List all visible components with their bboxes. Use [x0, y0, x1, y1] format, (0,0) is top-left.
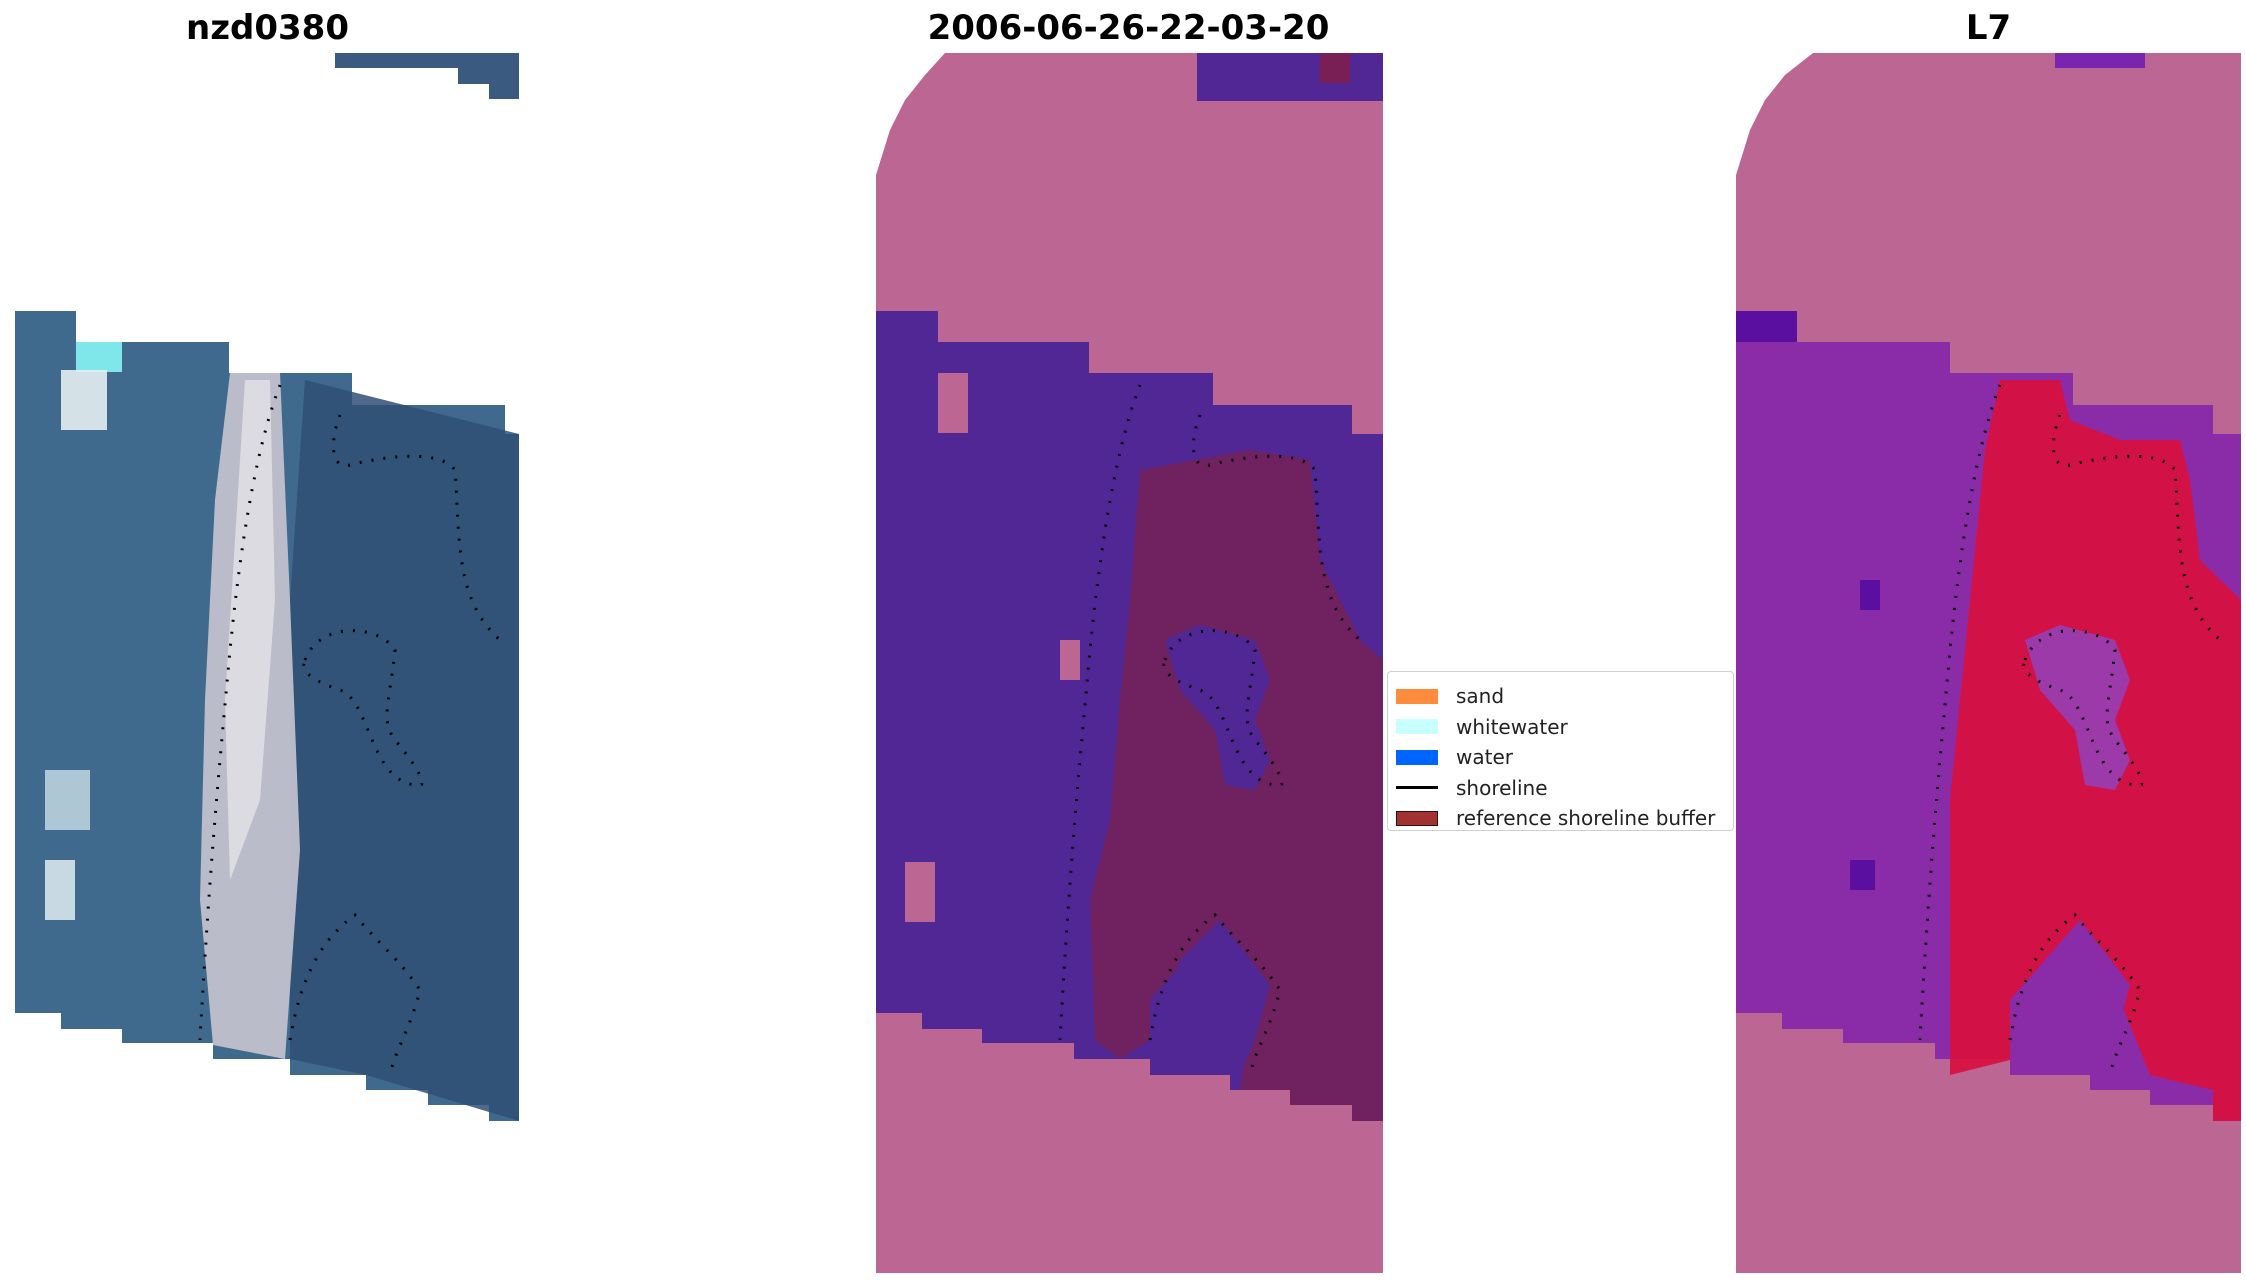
- legend-swatch-buffer: [1396, 810, 1438, 826]
- legend-swatch-shoreline: [1396, 786, 1438, 790]
- legend-swatch-water: [1396, 749, 1438, 765]
- classification-panel: [876, 53, 1383, 1273]
- legend-label-water: water: [1456, 745, 1513, 770]
- class-water-top: [1197, 53, 1383, 101]
- legend: sand whitewater water shoreline referenc…: [1387, 671, 1734, 831]
- legend-item-sand: sand: [1396, 681, 1733, 712]
- rgb-shoreline-3: [302, 629, 424, 788]
- index-top-purple: [2055, 53, 2145, 68]
- rgb-whitewater-2: [61, 370, 107, 430]
- legend-swatch-sand: [1396, 688, 1438, 704]
- panel-title-rgb: nzd0380: [186, 8, 349, 48]
- legend-label-buffer: reference shoreline buffer: [1456, 806, 1716, 831]
- index-deep-3: [1850, 860, 1875, 890]
- rgb-deep-water: [290, 380, 519, 1121]
- rgb-top-fragment: [335, 53, 519, 99]
- index-shoreline-3: [2022, 629, 2144, 788]
- rgb-shoreline-4: [288, 912, 422, 1076]
- class-nodata-patch-2: [905, 862, 935, 922]
- legend-item-whitewater: whitewater: [1396, 712, 1733, 743]
- class-buffer-top: [1320, 53, 1350, 83]
- class-shoreline-3: [1162, 629, 1284, 788]
- class-nodata-patch-3: [1060, 640, 1080, 680]
- legend-label-sand: sand: [1456, 684, 1505, 709]
- index-deep-2: [1860, 580, 1880, 610]
- rgb-sand-band-inner: [225, 380, 275, 880]
- legend-label-shoreline: shoreline: [1456, 775, 1548, 800]
- class-water-island-2: [1150, 920, 1270, 1075]
- index-panel: [1736, 53, 2241, 1273]
- class-nodata-patch-1: [938, 373, 968, 433]
- index-deep-1: [1736, 311, 1797, 342]
- rgb-whitewater-3: [45, 770, 90, 830]
- panel-title-date: 2006-06-26-22-03-20: [927, 8, 1330, 48]
- panel-title-index: L7: [1965, 8, 2012, 48]
- legend-item-shoreline: shoreline: [1396, 773, 1733, 804]
- legend-swatch-whitewater: [1396, 719, 1438, 735]
- rgb-image: [15, 53, 519, 1121]
- index-shoreline-4: [2008, 912, 2142, 1076]
- rgb-whitewater-1: [76, 342, 122, 372]
- rgb-whitewater-4: [45, 860, 75, 920]
- class-shoreline-4: [1148, 912, 1282, 1076]
- legend-item-buffer: reference shoreline buffer: [1396, 803, 1733, 834]
- index-purple-island-2: [2010, 920, 2130, 1075]
- legend-label-whitewater: whitewater: [1456, 714, 1568, 739]
- legend-item-water: water: [1396, 742, 1733, 773]
